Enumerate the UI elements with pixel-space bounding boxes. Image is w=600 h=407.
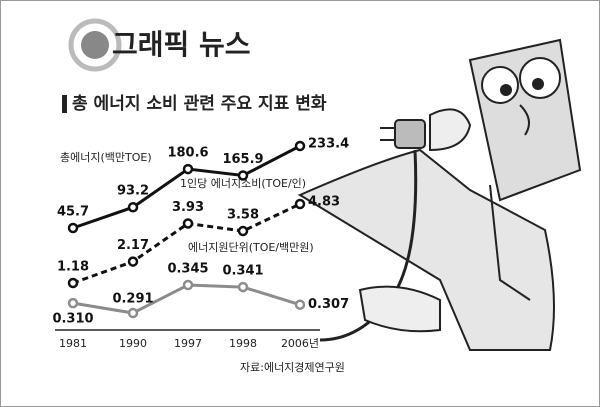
value-label: 2.17 — [117, 238, 149, 253]
value-label: 0.310 — [52, 312, 93, 327]
value-label: 93.2 — [117, 184, 149, 199]
page-title: 그래픽 뉴스 — [112, 28, 251, 61]
source: 자료:에너지경제연구원 — [240, 361, 345, 374]
point — [237, 170, 249, 181]
point — [127, 307, 139, 319]
cartoon — [297, 38, 582, 351]
value-label: 0.307 — [308, 297, 349, 312]
x-tick-label: 1997 — [174, 337, 202, 350]
value-label: 0.345 — [167, 262, 208, 277]
x-tick-label: 1981 — [59, 337, 87, 350]
value-label: 0.341 — [222, 264, 263, 279]
value-label: 3.58 — [227, 208, 259, 223]
point — [67, 222, 79, 234]
point — [67, 297, 79, 309]
point — [294, 140, 306, 152]
value-label: 0.291 — [112, 292, 153, 307]
title-dot — [81, 31, 109, 59]
point — [182, 279, 194, 291]
value-label: 233.4 — [308, 137, 349, 152]
point — [182, 163, 194, 175]
point — [67, 277, 79, 289]
x-tick-label: 1990 — [119, 337, 147, 350]
point — [182, 218, 194, 229]
point — [294, 299, 306, 310]
title-ring — [68, 18, 122, 72]
legend-label: 1인당 에너지소비(TOE/인) — [180, 177, 306, 190]
value-label: 3.93 — [172, 200, 204, 215]
chart-title: 총 에너지 소비 관련 주요 지표 변화 — [72, 94, 327, 114]
point — [237, 225, 249, 237]
value-label: 45.7 — [57, 205, 89, 220]
point — [127, 201, 139, 213]
title-bar — [62, 95, 67, 113]
legend-label: 총에너지(백만TOE) — [60, 151, 152, 164]
point — [294, 198, 306, 210]
value-label: 1.18 — [57, 260, 89, 275]
legend-label: 에너지원단위(TOE/백만원) — [188, 241, 314, 254]
value-label: 180.6 — [167, 146, 208, 161]
point — [237, 281, 249, 293]
value-label: 165.9 — [222, 152, 263, 167]
x-tick-label: 1998 — [229, 337, 257, 350]
x-tick-label: 2006년 — [281, 337, 319, 350]
value-label: 4.83 — [308, 195, 340, 210]
point — [127, 256, 139, 267]
